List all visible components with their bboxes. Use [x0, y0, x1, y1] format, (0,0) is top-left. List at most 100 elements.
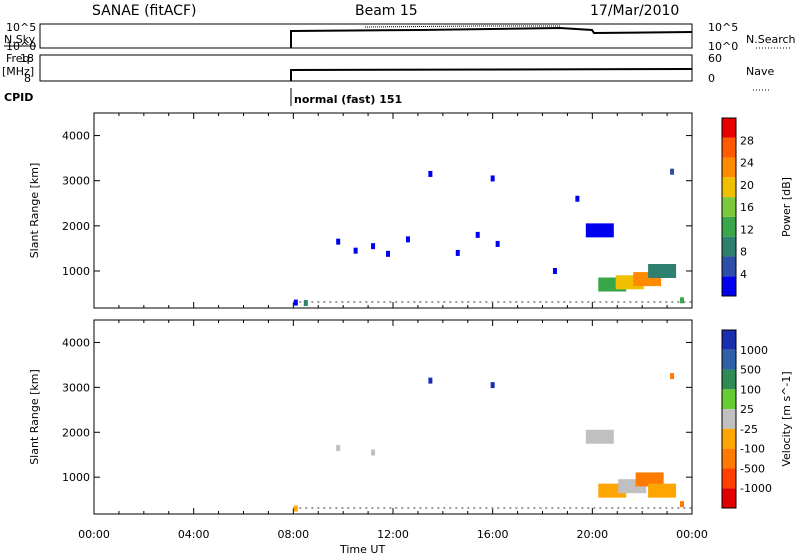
data-cell: [353, 247, 358, 254]
colorbar-tick-label: 25: [740, 403, 754, 416]
data-cell: [293, 505, 298, 512]
data-cell: [495, 240, 500, 247]
cpid-label: CPID: [4, 91, 33, 104]
nsky-trace: [290, 26, 693, 48]
y-tick-label: 1000: [62, 471, 90, 484]
nsky-label: N.Sky: [4, 33, 36, 46]
data-cell: [475, 231, 480, 238]
colorbar-tick-label: 4: [740, 268, 747, 281]
nsky-tick-bottom: 10^0: [6, 40, 36, 53]
y-axis-title: Slant Range [km]: [28, 163, 41, 259]
nave-label: Nave: [746, 65, 774, 78]
colorbar-segment: [722, 428, 736, 449]
station-title: SANAE (fitACF): [92, 3, 196, 19]
colorbar-segment: [722, 118, 736, 138]
colorbar-tick-label: -25: [740, 423, 758, 436]
nave-trace: [290, 68, 693, 71]
data-cell: [670, 373, 675, 380]
data-cell: [386, 250, 391, 257]
cpid-text: normal (fast) 151: [294, 93, 402, 106]
nsearch-trace: [364, 25, 560, 28]
colorbar-segment: [722, 276, 736, 296]
data-cell: [680, 501, 685, 508]
colorbar-tick-label: 500: [740, 364, 761, 377]
data-cell: [490, 175, 495, 182]
freq-trace: [290, 68, 693, 81]
colorbar-segment: [722, 157, 736, 178]
y-tick-label: 4000: [62, 336, 90, 349]
colorbar-tick-label: 28: [740, 134, 754, 147]
nave-tick-bottom: 0: [708, 72, 715, 85]
y-tick-label: 2000: [62, 220, 90, 233]
freq-tick-top: 18: [20, 52, 34, 65]
x-tick-label: 20:00: [576, 528, 608, 541]
data-cell: [490, 382, 495, 389]
x-axis-title: Time UT: [339, 543, 385, 554]
data-cell: [585, 223, 614, 238]
colorbar-segment: [722, 216, 736, 237]
y-axis-title: Slant Range [km]: [28, 369, 41, 465]
colorbar-segment: [722, 330, 736, 350]
x-tick-label: 16:00: [477, 528, 509, 541]
x-tick-label: 08:00: [277, 528, 309, 541]
data-cell: [371, 449, 376, 456]
colorbar-tick-label: 100: [740, 383, 761, 396]
colorbar-tick-label: -500: [740, 462, 765, 475]
freq-label: Freq.: [6, 52, 33, 65]
colorbar-segment: [722, 369, 736, 390]
colorbar-segment: [722, 389, 736, 410]
data-cell: [648, 263, 677, 278]
data-cell: [303, 300, 308, 307]
colorbar-frame: [721, 329, 737, 509]
y-tick-label: 3000: [62, 175, 90, 188]
colorbar-segment: [722, 236, 736, 257]
x-tick-label: 04:00: [178, 528, 210, 541]
freq-tick-bottom: 8: [24, 72, 31, 85]
colorbar-tick-label: 24: [740, 157, 754, 170]
colorbar-tick-label: 16: [740, 201, 754, 214]
nsearch-tick-top: 10^5: [708, 21, 738, 34]
x-tick-label: 12:00: [377, 528, 409, 541]
y-tick-label: 2000: [62, 426, 90, 439]
data-cell: [428, 377, 433, 384]
data-cell: [336, 444, 341, 451]
data-cell: [428, 170, 433, 177]
data-cell: [635, 472, 664, 487]
colorbar-frame: [721, 117, 737, 297]
colorbar-segment: [722, 256, 736, 277]
freq-unit: [MHz]: [2, 65, 34, 78]
nsearch-tick-bottom: 10^0: [708, 40, 738, 53]
colorbar-segment: [722, 448, 736, 469]
data-cell: [648, 483, 677, 498]
time-axis-labels: 00:00 04:00 08:00 12:00 16:00 20:00 00:00: [78, 528, 708, 541]
data-cell: [405, 236, 410, 243]
y-tick-label: 3000: [62, 381, 90, 394]
x-tick-label: 00:00: [676, 528, 708, 541]
power-panel: 1000 2000 3000 4000 Slant Range [km] 4 8 12 16 20…: [28, 112, 793, 309]
data-cell: [552, 267, 557, 274]
colorbar-tick-label: 20: [740, 179, 754, 192]
x-tick-label: 00:00: [78, 528, 110, 541]
colorbar-tick-label: 1000: [740, 344, 768, 357]
colorbar-tick-label: 8: [740, 246, 747, 259]
data-cell: [680, 297, 685, 304]
data-cell: [585, 429, 614, 444]
nsky-tick-top: 10^5: [6, 21, 36, 34]
noise-panel-frame: [39, 23, 693, 49]
y-tick-label: 1000: [62, 265, 90, 278]
colorbar-tick-label: -100: [740, 443, 765, 456]
colorbar-segment: [722, 177, 736, 198]
data-cell: [293, 299, 298, 306]
colorbar-tick-label: 12: [740, 223, 754, 236]
nave-tick-top: 60: [708, 52, 722, 65]
data-cell: [670, 168, 675, 175]
y-tick-label: 4000: [62, 130, 90, 143]
nsearch-label: N.Search: [746, 33, 796, 46]
colorbar-segment: [722, 409, 736, 429]
data-cell: [371, 243, 376, 250]
date-label: 17/Mar/2010: [590, 3, 679, 19]
beam-label: Beam 15: [355, 3, 418, 19]
colorbar-tick-label: -1000: [740, 482, 772, 495]
velocity-panel: 1000 2000 3000 4000 Slant Range [km] 1000 500 1…: [28, 319, 793, 515]
